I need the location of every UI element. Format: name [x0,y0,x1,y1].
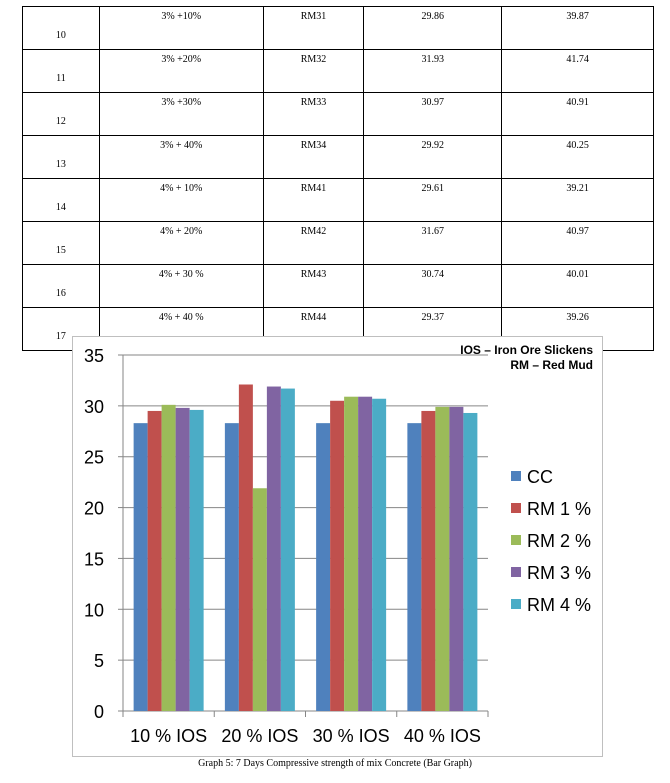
value2-cell: 40.97 [501,221,654,265]
legend-swatch [511,535,521,545]
bar [316,423,331,711]
value2-cell: 40.25 [501,135,654,179]
table-row: 11 3% +20% RM32 31.93 41.74 [22,49,654,93]
legend-label: RM 3 % [527,563,591,583]
bar-chart: 0 5 10 15 20 25 30 35 10 % IOS 20 % IOS 30 % IOS 40… [72,336,603,757]
table-row: 16 4% + 30 % RM43 30.74 40.01 [22,264,654,308]
value2-cell: 40.01 [501,264,654,308]
mix-cell: 3% +20% [98,49,264,93]
value1-cell: 31.93 [363,49,503,93]
value2-cell: 41.74 [501,49,654,93]
table-row: 13 3% + 40% RM34 29.92 40.25 [22,135,654,179]
row-number-cell: 11 [22,49,100,93]
bar [238,384,253,711]
row-number-cell: 13 [22,135,100,179]
legend-label: CC [527,467,553,487]
bar [133,423,148,711]
bar [147,410,162,711]
table-row: 10 3% +10% RM31 29.86 39.87 [22,6,654,50]
graph-caption: Graph 5: 7 Days Compressive strength of … [198,758,472,769]
x-tick-label: 20 % IOS [221,726,298,746]
mix-cell: 3% + 40% [98,135,264,179]
bar [372,398,387,711]
code-cell: RM42 [262,221,365,265]
chart-annotation: RM – Red Mud [510,358,593,372]
row-number-cell: 15 [22,221,100,265]
value1-cell: 29.86 [363,6,503,50]
y-tick-label: 35 [84,346,104,366]
legend-swatch [511,599,521,609]
y-tick-label: 5 [94,651,104,671]
table-body: 10 3% +10% RM31 29.86 39.87 11 3% +20% RM32 31.9… [22,6,654,351]
bar [266,386,281,711]
bar [252,488,267,711]
mix-cell: 3% +30% [98,92,264,136]
value1-cell: 30.74 [363,264,503,308]
table-row: 15 4% + 20% RM42 31.67 40.97 [22,221,654,265]
chart-annotation: IOS – Iron Ore Slickens [460,343,593,357]
code-cell: RM34 [262,135,365,179]
table-row: 14 4% + 10% RM41 29.61 39.21 [22,178,654,222]
bar [463,412,478,711]
x-tick-label: 30 % IOS [313,726,390,746]
value1-cell: 29.92 [363,135,503,179]
mix-cell: 4% + 30 % [98,264,264,308]
value2-cell: 39.87 [501,6,654,50]
legend-label: RM 2 % [527,531,591,551]
bar [280,388,295,711]
y-tick-label: 15 [84,549,104,569]
bar [421,410,436,711]
mix-cell: 3% +10% [98,6,264,50]
value1-cell: 31.67 [363,221,503,265]
bar [407,423,422,711]
value2-cell: 40.91 [501,92,654,136]
legend-label: RM 1 % [527,499,591,519]
bar [161,404,176,711]
code-cell: RM43 [262,264,365,308]
x-tick-label: 10 % IOS [130,726,207,746]
mix-cell: 4% + 10% [98,178,264,222]
bar [189,409,204,711]
bar [224,423,239,711]
results-table: 10 3% +10% RM31 29.86 39.87 11 3% +20% RM32 31.9… [22,6,654,351]
chart-canvas: 0 5 10 15 20 25 30 35 10 % IOS 20 % IOS 30 % IOS 40… [84,343,593,746]
bar [330,400,345,711]
y-tick-label: 25 [84,448,104,468]
legend-swatch [511,503,521,513]
code-cell: RM33 [262,92,365,136]
row-number-cell: 14 [22,178,100,222]
bar [358,396,373,711]
y-tick-label: 10 [84,600,104,620]
bar [344,396,359,711]
y-tick-label: 20 [84,499,104,519]
row-number-cell: 12 [22,92,100,136]
value2-cell: 39.21 [501,178,654,222]
legend-swatch [511,567,521,577]
code-cell: RM32 [262,49,365,93]
legend-label: RM 4 % [527,595,591,615]
code-cell: RM31 [262,6,365,50]
table-row: 12 3% +30% RM33 30.97 40.91 [22,92,654,136]
row-number-cell: 10 [22,6,100,50]
value1-cell: 30.97 [363,92,503,136]
y-tick-label: 30 [84,397,104,417]
bar [449,406,464,711]
row-number-cell: 16 [22,264,100,308]
y-tick-label: 0 [94,702,104,722]
code-cell: RM41 [262,178,365,222]
value1-cell: 29.61 [363,178,503,222]
legend-swatch [511,471,521,481]
bar [435,406,450,711]
bar [175,407,190,711]
x-tick-label: 40 % IOS [404,726,481,746]
mix-cell: 4% + 20% [98,221,264,265]
